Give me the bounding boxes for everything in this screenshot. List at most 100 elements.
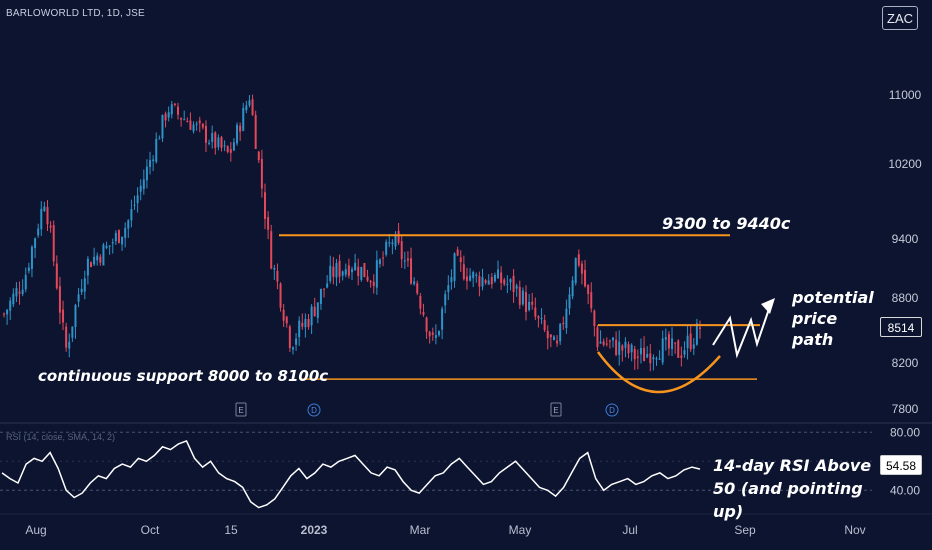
candle-body	[351, 269, 353, 273]
candle-body	[15, 288, 18, 297]
candle-body	[441, 308, 444, 330]
candle-body	[639, 347, 642, 355]
candle-body	[568, 294, 571, 309]
rsi-indicator-label: RSI (14, close, SMA, 14, 2)	[6, 432, 116, 442]
candle-body	[643, 347, 646, 362]
candle-body	[145, 166, 148, 181]
candle-body	[108, 245, 111, 247]
candle-body	[521, 290, 524, 305]
candle-body	[285, 316, 288, 324]
candle-body	[335, 263, 338, 278]
candle-body	[49, 225, 52, 228]
candle-body	[114, 233, 117, 242]
candle-body	[608, 340, 611, 342]
candle-body	[503, 279, 506, 285]
resistance-annotation: 9300 to 9440c	[662, 214, 791, 233]
candle-body	[232, 142, 235, 151]
candle-body	[27, 267, 30, 272]
candle-body	[422, 312, 425, 315]
candle-body	[220, 137, 223, 148]
time-axis-tick: Aug	[25, 523, 46, 537]
event-marker-label: D	[311, 406, 317, 415]
candle-body	[217, 137, 220, 148]
candle-body	[699, 327, 701, 329]
candle-body	[686, 335, 689, 349]
candle-body	[624, 341, 627, 348]
candle-body	[500, 272, 503, 283]
candle-body	[472, 272, 475, 279]
candle-body	[158, 138, 161, 140]
candle-body	[590, 292, 593, 309]
candle-body	[549, 334, 552, 338]
candle-body	[93, 256, 96, 265]
candle-body	[58, 286, 61, 313]
candle-body	[74, 304, 77, 327]
rsi-annotation: 14-day RSI Above 50 (and pointing up)	[713, 456, 872, 521]
candle-body	[341, 271, 344, 276]
candle-body	[40, 208, 43, 230]
candle-body	[385, 241, 388, 255]
candle-body	[55, 263, 58, 289]
candle-body	[419, 295, 422, 309]
candle-body	[186, 121, 189, 123]
candle-body	[270, 231, 273, 269]
candle-body	[677, 340, 680, 358]
price-axis-tick: 9400	[892, 232, 919, 246]
candle-body	[164, 113, 167, 121]
candle-body	[580, 263, 583, 274]
candle-body	[242, 107, 245, 131]
candle-body	[192, 124, 195, 132]
time-axis-tick: Sep	[734, 523, 756, 537]
candle-body	[282, 309, 285, 321]
candle-body	[326, 283, 329, 288]
candle-body	[96, 255, 99, 261]
candle-body	[354, 262, 357, 271]
candle-body	[481, 277, 484, 287]
candle-body	[360, 266, 363, 280]
event-marker-label: E	[238, 406, 243, 415]
candle-body	[618, 341, 621, 355]
potential-path-line	[712, 305, 771, 359]
candle-body	[43, 206, 46, 211]
dividend-marker	[307, 403, 321, 417]
rsi-axis-tick: 40.00	[890, 483, 920, 497]
candle-body	[245, 105, 248, 111]
candle-body	[357, 266, 360, 276]
last-rsi-tag: 54.58	[880, 455, 922, 475]
candle-body	[475, 274, 478, 277]
candle-body	[406, 258, 409, 261]
candle-body	[621, 345, 624, 351]
time-axis-tick: May	[509, 523, 532, 537]
candle-body	[198, 120, 201, 124]
candle-body	[599, 341, 602, 344]
path-arrowhead	[761, 298, 775, 314]
candle-body	[71, 326, 74, 338]
candle-body	[65, 326, 68, 348]
candle-body	[254, 115, 257, 149]
candle-body	[512, 275, 515, 292]
candle-body	[332, 266, 335, 277]
candle-body	[295, 338, 298, 345]
candle-body	[515, 285, 518, 289]
candle-body	[428, 331, 431, 337]
candle-body	[375, 260, 378, 288]
candle-body	[251, 99, 254, 115]
candle-body	[459, 257, 462, 263]
symbol-title: BARLOWORLD LTD, 1D, JSE	[6, 8, 145, 19]
candle-body	[21, 289, 24, 295]
candle-body	[223, 145, 226, 147]
candle-body	[388, 242, 391, 244]
candle-body	[615, 339, 618, 355]
candle-body	[211, 133, 214, 142]
candle-body	[30, 246, 33, 269]
currency-badge[interactable]: ZAC	[882, 6, 918, 30]
candle-body	[487, 280, 490, 285]
candle-body	[630, 344, 633, 353]
candle-body	[34, 238, 37, 248]
candle-body	[301, 322, 304, 327]
grid-lines	[0, 422, 932, 515]
rsi-axis-tick: 80.00	[890, 425, 920, 439]
candle-body	[664, 337, 667, 340]
candle-body	[68, 341, 71, 349]
candle-body	[183, 119, 186, 121]
